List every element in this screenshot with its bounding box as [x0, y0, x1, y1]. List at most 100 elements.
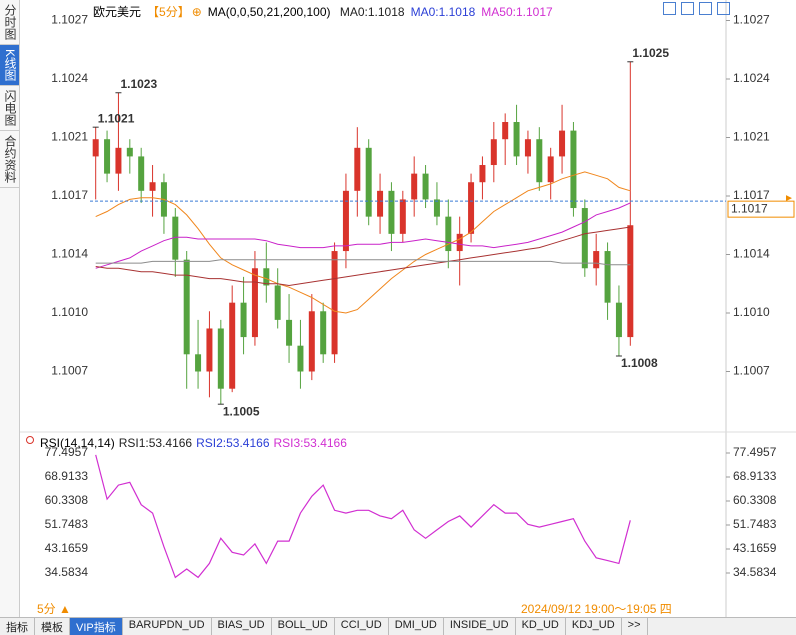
y-tick-label: 68.9133 — [45, 469, 89, 483]
tool-icon[interactable] — [681, 2, 694, 15]
candle-body — [217, 328, 224, 389]
candle-body — [445, 216, 452, 252]
side-tab[interactable]: 合约资料 — [0, 131, 19, 189]
candle-body — [138, 156, 145, 191]
candle-body — [604, 251, 611, 303]
extreme-label: 1.1021 — [98, 111, 135, 125]
indicator: MA(0,0,50,21,200,100) — [207, 5, 331, 19]
candle-body — [92, 139, 99, 157]
candle-body — [377, 190, 384, 217]
y-tick-label: 43.1659 — [45, 541, 89, 555]
candle-body — [195, 354, 202, 372]
legend-entry: MA0:1.1018 — [339, 5, 405, 19]
candle-body — [513, 122, 520, 157]
y-tick-label: 1.1024 — [51, 71, 88, 85]
y-tick-label: 1.1014 — [51, 247, 88, 261]
bottom-tab[interactable]: 模板 — [35, 618, 70, 635]
y-tick-label: 60.3308 — [733, 493, 777, 507]
candle-body — [331, 251, 338, 355]
candle-body — [422, 173, 429, 200]
candle-body — [365, 147, 372, 217]
bottom-tab[interactable]: BARUPDN_UD — [123, 618, 212, 635]
bottom-tab[interactable]: KD_UD — [516, 618, 566, 635]
bottom-tab[interactable]: INSIDE_UD — [444, 618, 516, 635]
candle-body — [263, 268, 270, 286]
side-tab[interactable]: 闪电图 — [0, 86, 19, 132]
y-tick-label: 77.4957 — [45, 445, 89, 459]
toolbar — [663, 2, 735, 20]
settings-icon[interactable]: ⊕ — [191, 5, 202, 19]
candle-body — [536, 139, 543, 183]
y-tick-label: 1.1024 — [733, 71, 770, 85]
candle-body — [559, 130, 566, 157]
y-tick-label: 34.5834 — [45, 565, 89, 579]
bottom-tab[interactable]: >> — [622, 618, 648, 635]
bottom-tab[interactable]: CCI_UD — [335, 618, 389, 635]
candle-body — [274, 285, 281, 320]
ma-line — [95, 202, 631, 269]
bottom-tab[interactable]: KDJ_UD — [566, 618, 622, 635]
rsi-line — [95, 454, 631, 579]
candle-body — [240, 302, 247, 338]
candle-body — [479, 165, 486, 183]
extreme-label: 1.1005 — [223, 404, 260, 418]
tool-icon[interactable] — [699, 2, 712, 15]
candle-body — [354, 147, 361, 191]
legend-entry: MA0:1.1018 — [410, 5, 476, 19]
ma-line — [95, 226, 631, 287]
extreme-label: 1.1023 — [120, 77, 157, 91]
legend-entry: RSI2:53.4166 — [196, 436, 270, 450]
side-tab[interactable]: K线图 — [0, 45, 19, 87]
candle-body — [388, 190, 395, 234]
candle-body — [297, 345, 304, 372]
period-button[interactable]: 5分 ▲ — [37, 602, 71, 616]
bottom-tabs: 指标 模板 VIP指标 BARUPDN_UD BIAS_UD BOLL_UD CCI_UD D… — [0, 617, 796, 635]
bottom-tab[interactable]: VIP指标 — [70, 618, 123, 635]
y-tick-label: 51.7483 — [733, 517, 777, 531]
y-tick-label: 34.5834 — [733, 565, 777, 579]
candle-body — [251, 268, 258, 338]
candle-body — [456, 233, 463, 252]
candle-body — [490, 139, 497, 166]
y-tick-label: 43.1659 — [733, 541, 777, 555]
candle-body — [593, 251, 600, 269]
side-tab[interactable]: 分时图 — [0, 0, 19, 45]
candle-body — [206, 328, 213, 372]
y-tick-label: 60.3308 — [45, 493, 89, 507]
y-tick-label: 1.1007 — [51, 364, 88, 378]
legend-entry: RSI1:53.4166 — [118, 436, 193, 450]
last-price-box — [727, 200, 795, 218]
rsi-title: RSI(14,14,14) — [40, 436, 115, 450]
candle-body — [126, 147, 133, 157]
symbol: 欧元美元 — [93, 5, 142, 19]
y-tick-label: 1.1007 — [733, 364, 770, 378]
y-tick-label: 1.1027 — [51, 13, 88, 27]
candle-body — [547, 156, 554, 183]
legend-entry: MA50:1.1017 — [481, 5, 553, 19]
ma-line — [95, 259, 631, 266]
bottom-tab[interactable]: BOLL_UD — [272, 618, 335, 635]
candle-body — [149, 182, 156, 191]
tool-icon[interactable] — [717, 2, 730, 15]
candle-body — [433, 199, 440, 217]
period[interactable]: 【5分】 — [147, 5, 190, 19]
candle-body — [570, 130, 577, 209]
bottom-tab[interactable]: DMI_UD — [389, 618, 444, 635]
bottom-tab[interactable]: BIAS_UD — [212, 618, 272, 635]
y-tick-label: 1.1021 — [733, 130, 770, 144]
candle-body — [411, 173, 418, 200]
candle-body — [320, 311, 327, 355]
bottom-tab[interactable]: 指标 — [0, 618, 35, 635]
extreme-label: 1.1025 — [632, 46, 669, 60]
candle-body — [286, 319, 293, 346]
candle-body — [615, 302, 622, 338]
candle-body — [183, 259, 190, 355]
y-tick-label: 68.9133 — [733, 469, 777, 483]
tool-icon[interactable] — [663, 2, 676, 15]
candle-body — [342, 190, 349, 252]
rsi-legend: RSI(14,14,14) RSI1:53.4166 RSI2:53.4166 RSI… — [40, 436, 351, 450]
last-price-arrow — [786, 195, 792, 202]
rsi-icon — [26, 436, 34, 444]
y-tick-label: 77.4957 — [733, 445, 777, 459]
